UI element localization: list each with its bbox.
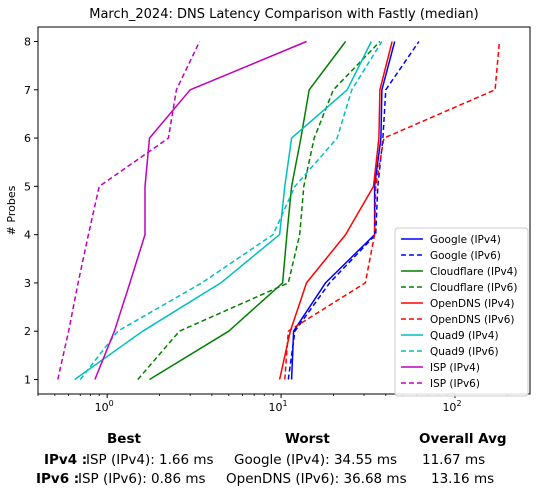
series-line-quad9-ipv6 [79, 41, 383, 380]
plot-frame [37, 26, 531, 395]
x-tick-label: 102 [442, 399, 461, 414]
ipv6-worst-value: OpenDNS (IPv6): 36.68 ms [226, 471, 407, 487]
ipv4-worst-value: Google (IPv4): 34.55 ms [234, 452, 398, 468]
legend-label: ISP (IPv6) [430, 378, 480, 390]
ipv4-best-value: ISP (IPv4): 1.66 ms [86, 452, 214, 468]
series-line-isp-ipv4 [94, 40, 307, 380]
ipv6-avg-value: 13.16 ms [431, 471, 495, 487]
overall-avg-header: Overall Avg [419, 431, 507, 447]
ipv6-row-label: IPv6 : [36, 471, 80, 487]
series-line-quad9-ipv4 [74, 41, 372, 381]
best-header: Best [107, 431, 141, 447]
latency-chart: March_2024: DNS Latency Comparison with … [5, 7, 531, 414]
ipv4-avg-value: 11.67 ms [422, 452, 486, 468]
ipv4-row-label: IPv4 : [44, 452, 88, 468]
y-tick-label: 1 [24, 374, 31, 387]
y-tick-label: 2 [24, 325, 31, 338]
legend-label: Cloudflare (IPv6) [430, 282, 517, 294]
series-line-opendns-ipv4 [278, 41, 393, 380]
y-tick-label: 5 [24, 180, 31, 193]
legend-box [394, 227, 529, 397]
series-line-google-ipv6 [287, 41, 420, 380]
y-tick-label: 6 [24, 132, 31, 145]
y-tick-label: 4 [24, 229, 31, 242]
legend-label: Cloudflare (IPv4) [430, 266, 517, 278]
series-line-isp-ipv6 [57, 41, 201, 380]
legend-label: Quad9 (IPv4) [430, 330, 499, 342]
series-line-cloudflare-ipv4 [149, 41, 347, 381]
y-tick-label: 3 [24, 277, 31, 290]
legend-label: Google (IPv4) [430, 234, 501, 246]
series-line-opendns-ipv6 [284, 41, 501, 380]
legend-label: Google (IPv6) [430, 250, 501, 262]
legend-label: Quad9 (IPv6) [430, 346, 499, 358]
y-tick-label: 7 [24, 84, 31, 97]
y-tick-label: 8 [24, 35, 31, 48]
x-tick-label: 101 [269, 399, 288, 414]
x-tick-label: 100 [95, 399, 114, 414]
legend-label: ISP (IPv4) [430, 362, 480, 374]
chart-title: March_2024: DNS Latency Comparison with … [89, 7, 478, 22]
worst-header: Worst [285, 431, 330, 447]
legend-label: OpenDNS (IPv6) [430, 314, 515, 326]
series-line-cloudflare-ipv6 [137, 40, 381, 380]
legend-label: OpenDNS (IPv4) [430, 298, 515, 310]
y-axis-label: # Probes [5, 185, 18, 235]
ipv6-best-value: ISP (IPv6): 0.86 ms [78, 471, 206, 487]
